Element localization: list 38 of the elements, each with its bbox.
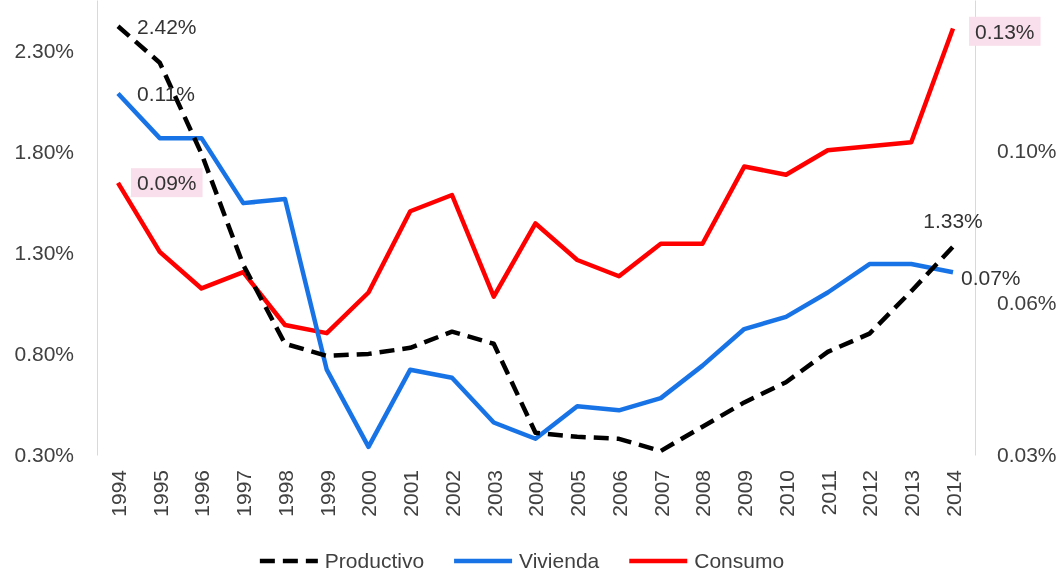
- y2-tick-label: 0.06%: [997, 290, 1057, 314]
- x-tick-label: 2008: [691, 470, 715, 517]
- x-tick-label: 2012: [858, 470, 882, 517]
- x-tick-label: 1995: [148, 470, 172, 517]
- legend-label: Vivienda: [519, 549, 600, 573]
- y-tick-label: 0.80%: [14, 342, 74, 366]
- y-tick-label: 0.30%: [14, 443, 74, 467]
- data-label: 0.07%: [961, 265, 1021, 289]
- x-tick-label: 2011: [816, 470, 840, 516]
- x-tick-label: 1999: [315, 470, 339, 517]
- data-label: 0.11%: [137, 81, 195, 105]
- x-tick-label: 2004: [524, 469, 548, 517]
- x-tick-label: 2001: [399, 470, 423, 517]
- x-tick-label: 2003: [482, 470, 506, 517]
- x-tick-label: 2006: [607, 470, 631, 517]
- x-tick-label: 2009: [733, 470, 757, 517]
- x-tick-label: 2014: [941, 469, 965, 517]
- y-tick-label: 2.30%: [14, 38, 74, 62]
- legend-label: Productivo: [324, 549, 425, 573]
- x-tick-label: 1998: [273, 470, 297, 517]
- x-tick-label: 2002: [440, 470, 464, 517]
- x-tick-label: 1994: [106, 469, 130, 517]
- x-tick-label: 2007: [649, 470, 673, 517]
- data-label: 0.09%: [137, 171, 197, 195]
- y-tick-label: 1.30%: [14, 241, 74, 264]
- data-label: 1.33%: [923, 209, 983, 233]
- y-tick-label: 1.80%: [14, 139, 74, 163]
- data-label: 2.42%: [137, 14, 197, 38]
- x-tick-label: 2000: [357, 470, 381, 517]
- legend-label: Consumo: [694, 549, 785, 573]
- x-tick-label: 2005: [566, 470, 590, 517]
- x-tick-label: 2013: [900, 470, 924, 517]
- x-tick-label: 2010: [774, 470, 798, 517]
- x-tick-label: 1997: [232, 470, 256, 517]
- y2-tick-label: 0.03%: [997, 443, 1057, 467]
- x-tick-label: 1996: [190, 470, 214, 517]
- y2-tick-label: 0.10%: [997, 138, 1057, 162]
- data-label: 0.13%: [975, 19, 1035, 43]
